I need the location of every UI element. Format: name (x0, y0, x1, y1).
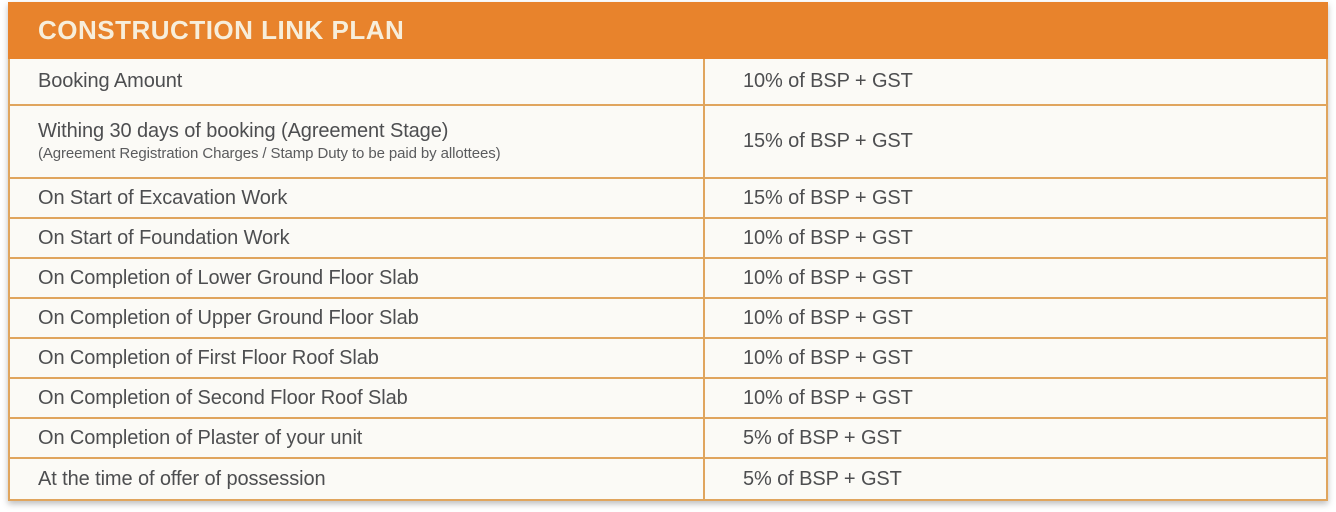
value-cell: 10% of BSP + GST (705, 299, 1326, 337)
value-label: 10% of BSP + GST (743, 266, 913, 289)
value-label: 10% of BSP + GST (743, 346, 913, 369)
stage-label: On Start of Excavation Work (38, 186, 288, 209)
value-label: 10% of BSP + GST (743, 386, 913, 409)
page-title: CONSTRUCTION LINK PLAN (38, 15, 405, 45)
stage-label: On Completion of Plaster of your unit (38, 426, 363, 449)
stage-label: On Start of Foundation Work (38, 226, 290, 249)
value-label: 5% of BSP + GST (743, 426, 902, 449)
table-header-bar: CONSTRUCTION LINK PLAN (8, 2, 1328, 59)
stage-cell: On Completion of Lower Ground Floor Slab (10, 259, 705, 297)
value-label: 15% of BSP + GST (743, 130, 913, 152)
table-row: Withing 30 days of booking (Agreement St… (10, 106, 1326, 179)
stage-cell: On Completion of First Floor Roof Slab (10, 339, 705, 377)
value-cell: 10% of BSP + GST (705, 59, 1326, 104)
value-cell: 5% of BSP + GST (705, 419, 1326, 457)
table-row: At the time of offer of possession 5% of… (10, 459, 1326, 499)
stage-label: Booking Amount (38, 70, 183, 92)
stage-note: (Agreement Registration Charges / Stamp … (38, 145, 501, 163)
table-row: Booking Amount 10% of BSP + GST (10, 59, 1326, 106)
stage-cell: Withing 30 days of booking (Agreement St… (10, 106, 705, 177)
value-cell: 10% of BSP + GST (705, 259, 1326, 297)
value-cell: 10% of BSP + GST (705, 379, 1326, 417)
table-row: On Completion of First Floor Roof Slab 1… (10, 339, 1326, 379)
value-cell: 5% of BSP + GST (705, 459, 1326, 499)
table-body: Booking Amount 10% of BSP + GST Withing … (8, 59, 1328, 501)
value-cell: 15% of BSP + GST (705, 106, 1326, 177)
value-cell: 15% of BSP + GST (705, 179, 1326, 217)
stage-cell: At the time of offer of possession (10, 459, 705, 499)
table-row: On Completion of Plaster of your unit 5%… (10, 419, 1326, 459)
value-label: 5% of BSP + GST (743, 467, 902, 490)
value-cell: 10% of BSP + GST (705, 219, 1326, 257)
stage-cell: On Start of Excavation Work (10, 179, 705, 217)
value-cell: 10% of BSP + GST (705, 339, 1326, 377)
stage-label: On Completion of Lower Ground Floor Slab (38, 266, 419, 289)
value-label: 10% of BSP + GST (743, 70, 913, 92)
stage-cell: On Completion of Plaster of your unit (10, 419, 705, 457)
stage-cell: Booking Amount (10, 59, 705, 104)
value-label: 15% of BSP + GST (743, 186, 913, 209)
stage-label: On Completion of Upper Ground Floor Slab (38, 306, 419, 329)
value-label: 10% of BSP + GST (743, 226, 913, 249)
construction-link-plan-table: CONSTRUCTION LINK PLAN Booking Amount 10… (8, 2, 1328, 501)
stage-label: Withing 30 days of booking (Agreement St… (38, 120, 449, 143)
table-row: On Completion of Second Floor Roof Slab … (10, 379, 1326, 419)
table-row: On Completion of Lower Ground Floor Slab… (10, 259, 1326, 299)
table-row: On Start of Foundation Work 10% of BSP +… (10, 219, 1326, 259)
stage-label: On Completion of First Floor Roof Slab (38, 346, 379, 369)
stage-cell: On Completion of Second Floor Roof Slab (10, 379, 705, 417)
stage-cell: On Start of Foundation Work (10, 219, 705, 257)
table-row: On Start of Excavation Work 15% of BSP +… (10, 179, 1326, 219)
value-label: 10% of BSP + GST (743, 306, 913, 329)
stage-cell: On Completion of Upper Ground Floor Slab (10, 299, 705, 337)
stage-label: On Completion of Second Floor Roof Slab (38, 386, 408, 409)
stage-label: At the time of offer of possession (38, 467, 326, 490)
table-row: On Completion of Upper Ground Floor Slab… (10, 299, 1326, 339)
